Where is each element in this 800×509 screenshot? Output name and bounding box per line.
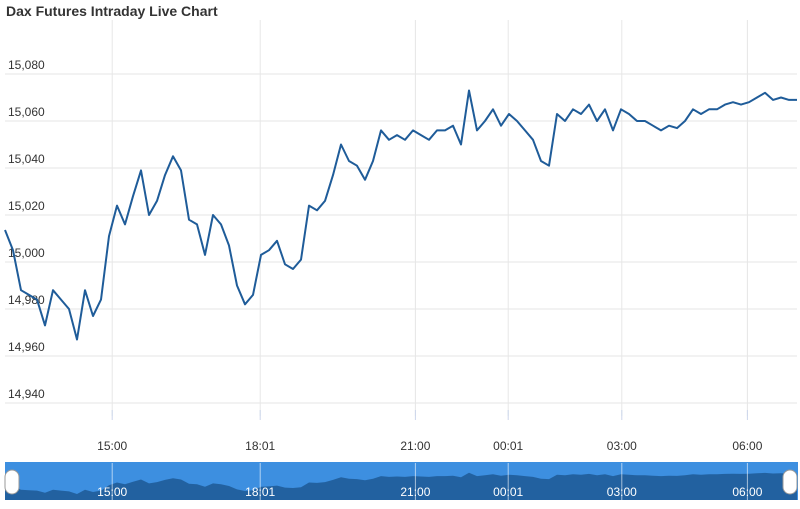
navigator-tick-label: 15:00 [97,485,127,499]
navigator-handle-left[interactable] [4,469,20,495]
y-tick-label: 14,960 [8,340,45,354]
price-line [4,89,797,341]
x-tick-label: 03:00 [607,439,637,453]
x-tick-label: 06:00 [732,439,762,453]
navigator-tick-label: 00:01 [493,485,523,499]
y-tick-label: 14,940 [8,387,45,401]
y-tick-label: 15,080 [8,58,45,72]
y-tick-label: 15,040 [8,152,45,166]
y-tick-label: 15,060 [8,105,45,119]
navigator-tick-label: 06:00 [732,485,762,499]
navigator-tick-label: 21:00 [400,485,430,499]
y-tick-label: 15,020 [8,199,45,213]
x-tick-label: 00:01 [493,439,523,453]
navigator-handle-right[interactable] [782,469,798,495]
navigator-area [5,472,797,500]
y-tick-label: 15,000 [8,246,45,260]
x-tick-label: 15:00 [97,439,127,453]
chart-title: Dax Futures Intraday Live Chart [6,3,218,19]
navigator-tick-label: 03:00 [607,485,637,499]
y-tick-label: 14,980 [8,293,45,307]
x-tick-label: 21:00 [400,439,430,453]
x-tick-label: 18:01 [245,439,275,453]
navigator-tick-label: 18:01 [245,485,275,499]
